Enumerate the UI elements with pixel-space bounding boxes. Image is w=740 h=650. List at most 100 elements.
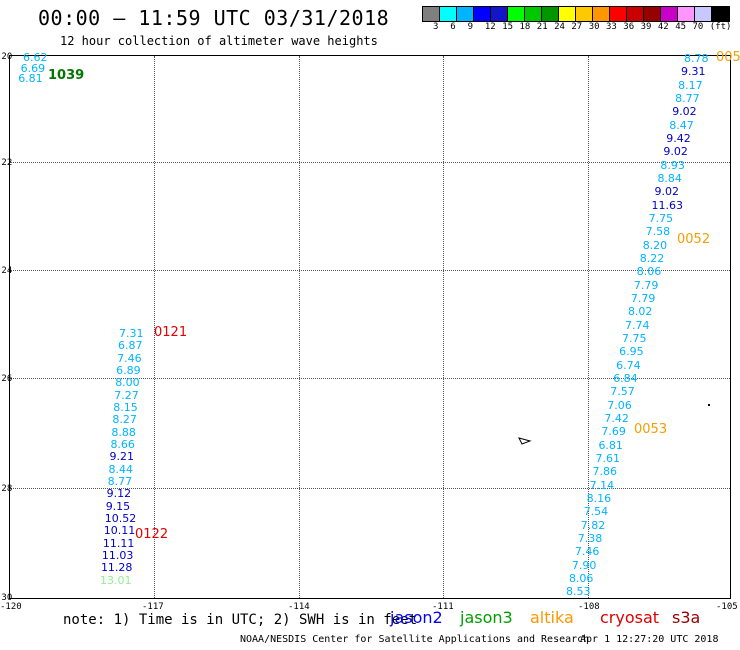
scale-label: 15 [502, 22, 514, 32]
wave-height-value: 7.42 [604, 411, 629, 425]
wave-height-value: 8.15 [113, 400, 138, 414]
wave-height-value: 8.22 [639, 251, 665, 265]
wave-height-value: 7.31 [119, 327, 144, 340]
wave-height-value: 6.81 [598, 438, 623, 452]
scale-label: 30 [588, 22, 600, 32]
grid-line [299, 56, 300, 598]
scale-swatch [627, 7, 644, 21]
lat-label: -24 [0, 266, 13, 276]
wave-height-value: 7.57 [610, 385, 635, 399]
wave-height-value: 7.06 [607, 398, 632, 412]
scale-label: 27 [571, 22, 583, 32]
wave-height-value: 6.84 [613, 371, 638, 385]
wave-height-value: 7.61 [595, 451, 621, 465]
wave-height-value: 9.31 [681, 65, 706, 79]
scale-label: 45 [675, 22, 687, 32]
wave-height-value: 10.11 [103, 524, 136, 538]
scale-swatch [474, 7, 491, 21]
wave-height-value: 8.84 [657, 171, 682, 185]
scale-label: 3 [433, 22, 439, 32]
wave-height-value: 7.79 [630, 291, 656, 305]
satellite-legend-item: jason2 [390, 608, 443, 627]
wave-height-value: 8.78 [684, 52, 709, 65]
wave-height-value: 8.16 [586, 491, 612, 505]
wave-height-value: 8.06 [636, 265, 662, 279]
scale-label: (ft) [709, 22, 732, 32]
wave-height-value: 8.44 [108, 462, 134, 476]
pass-time-label: 0052 [677, 232, 711, 247]
scale-label: 42 [657, 22, 669, 32]
pass-time-label: 0122 [135, 527, 169, 542]
satellite-legend-item: altika [530, 608, 574, 627]
scale-swatch [576, 7, 593, 21]
scale-swatch [525, 7, 542, 21]
scale-swatch [610, 7, 627, 21]
wave-height-value: 7.46 [117, 351, 142, 365]
satellite-legend-item: cryosat [600, 608, 660, 627]
wave-height-value: 10.52 [104, 511, 137, 525]
wave-height-value: 8.88 [111, 425, 136, 439]
lat-label: -22 [0, 158, 13, 168]
wave-height-value: 8.27 [112, 413, 137, 427]
pass-time-label: 005 [716, 50, 740, 65]
lat-label: -28 [0, 484, 13, 494]
wave-height-value: 9.21 [109, 450, 135, 464]
lat-label: -20 [0, 52, 13, 62]
scale-label: 24 [554, 22, 565, 32]
color-scale [422, 6, 730, 22]
scale-swatch [542, 7, 559, 21]
wave-height-value: 7.54 [583, 505, 609, 519]
wave-height-value: 7.74 [625, 318, 650, 332]
pass-time-label: 0121 [154, 325, 188, 340]
wave-height-value: 6.95 [619, 345, 644, 359]
grid-line [443, 56, 444, 598]
wave-height-value: 8.77 [107, 474, 133, 488]
wave-height-value: 8.17 [678, 78, 703, 92]
grid-line [588, 56, 589, 598]
lon-label: -105 [716, 602, 738, 612]
island-dot [708, 404, 710, 406]
scale-swatch [440, 7, 457, 21]
wave-height-value: 11.28 [100, 561, 133, 575]
scale-swatch [661, 7, 678, 21]
grid-line [10, 270, 730, 271]
wave-height-value: 8.02 [627, 305, 653, 319]
wave-height-value: 7.75 [648, 211, 674, 225]
scale-label: 33 [606, 22, 617, 32]
wave-height-value: 9.02 [663, 145, 688, 159]
grid-line [154, 56, 155, 598]
map-subtitle: 12 hour collection of altimeter wave hei… [60, 34, 378, 48]
wave-height-value: 8.77 [675, 91, 700, 105]
wave-height-value: 9.15 [105, 499, 131, 513]
lon-label: -114 [288, 602, 310, 612]
note-text: note: 1) Time is in UTC; 2) SWH is in fe… [63, 612, 418, 628]
wave-height-value: 7.79 [633, 278, 659, 292]
lon-label: -111 [432, 602, 454, 612]
wave-height-value: 11.03 [101, 548, 134, 562]
grid-line [10, 378, 730, 379]
lon-label: -108 [578, 602, 600, 612]
satellite-legend-item: jason3 [460, 608, 513, 627]
scale-swatch [695, 7, 712, 21]
wave-height-value: 9.02 [672, 105, 697, 119]
scale-label: 6 [450, 22, 456, 32]
scale-swatch [644, 7, 661, 21]
lat-label: -30 [0, 593, 13, 603]
wave-height-value: 8.53 [566, 585, 591, 599]
map-plot-area [9, 55, 731, 599]
wave-height-value: 7.86 [592, 465, 618, 479]
scale-label: 70 [692, 22, 704, 32]
wave-height-value: 7.69 [601, 425, 626, 439]
scale-label: 12 [484, 22, 496, 32]
scale-swatch [491, 7, 508, 21]
scale-swatch [423, 7, 440, 21]
lat-label: -26 [0, 374, 13, 384]
wave-height-value: 8.20 [642, 238, 668, 252]
lon-label: -117 [142, 602, 164, 612]
grid-line [10, 488, 730, 489]
wave-height-value: 8.93 [660, 158, 685, 172]
wave-height-value: 7.58 [645, 225, 671, 239]
wave-height-value: 7.14 [589, 478, 615, 492]
scale-swatch [593, 7, 610, 21]
wave-height-value: 6.74 [616, 358, 641, 372]
